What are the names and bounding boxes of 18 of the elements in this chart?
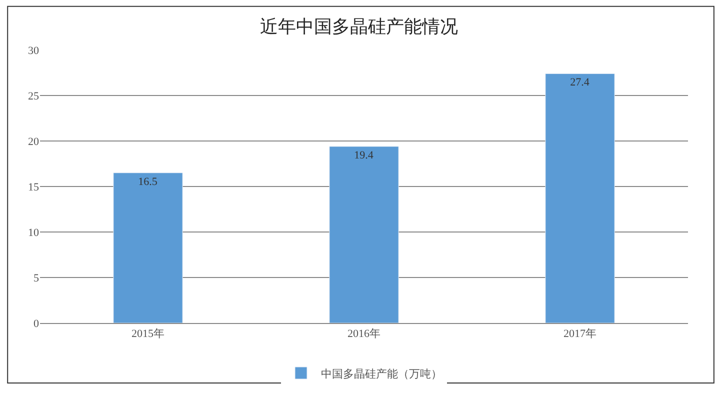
x-tick-label: 2017年 — [564, 328, 596, 340]
data-label: 19.4 — [354, 149, 374, 162]
y-tick-label: 25 — [28, 90, 40, 102]
data-label: 27.4 — [570, 76, 590, 89]
y-tick-label: 0 — [34, 318, 40, 330]
chart-title: 近年中国多晶硅产能情况 — [260, 16, 458, 38]
y-tick-label: 15 — [28, 181, 40, 194]
y-tick-label: 30 — [28, 44, 40, 57]
bar — [329, 146, 399, 323]
data-label: 16.5 — [138, 176, 158, 188]
y-tick-label: 10 — [28, 226, 40, 239]
legend-label: 中国多晶硅产能（万吨） — [321, 367, 442, 380]
bar — [545, 73, 615, 323]
x-tick-label: 2016年 — [348, 328, 380, 340]
y-tick-label: 5 — [34, 272, 40, 284]
x-tick-label: 2015年 — [132, 328, 164, 340]
bar — [113, 172, 183, 323]
y-tick-label: 20 — [28, 136, 40, 148]
